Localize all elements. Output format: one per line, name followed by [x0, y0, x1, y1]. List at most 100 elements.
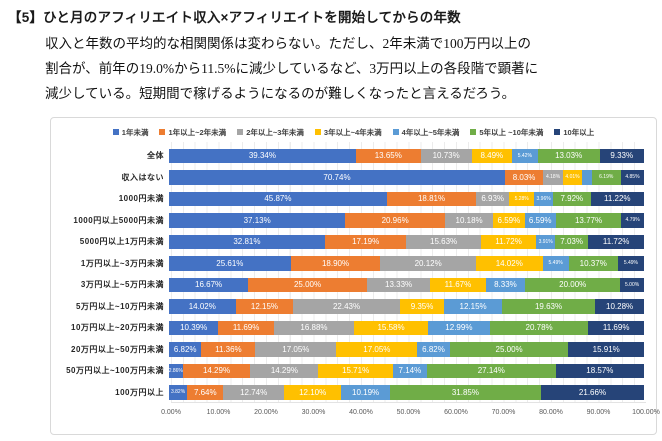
bar-segment: 11.69% [218, 320, 274, 335]
bar-segment: 4.18% [543, 170, 563, 185]
bar-track: 14.02% 12.15% 22.43% 9.35% 12.15% 19.63% 10.28… [169, 299, 644, 314]
segment-value-label: 12.74% [240, 387, 268, 397]
segment-value-label: 14.02% [495, 258, 523, 268]
bar-segment: 8.03% [505, 170, 544, 185]
bar-segment: 10.39% [169, 320, 219, 335]
segment-value-label: 10.73% [432, 151, 460, 161]
segment-value-label: 12.99% [445, 323, 473, 333]
bar-segment: 18.90% [290, 256, 381, 271]
body-paragraph: 収入と年数の平均的な相関関係は変わらない。ただし、2年未満で100万円以上の 割… [45, 31, 650, 106]
segment-value-label: 14.02% [188, 301, 216, 311]
segment-value-label: 10.19% [352, 387, 380, 397]
x-axis: 0.00% 10.00% 20.00% 30.00% 40.00% 50.00% 60.00… [161, 407, 660, 423]
bar-segment: 13.77% [555, 213, 622, 228]
x-axis-tick-label: 90.00% [586, 409, 611, 416]
bar-row: 50万円以上~100万円未満 2.86% 14.29% 14.29% 15.71% 7.1… [51, 360, 656, 382]
segment-value-label: 7.92% [560, 194, 584, 204]
bar-segment: 6.82% [169, 342, 202, 357]
legend-item: 4年以上~5年未満 [392, 127, 459, 138]
gridlines [171, 142, 646, 403]
bar-row: 10万円以上~20万円未満 10.39% 11.69% 16.88% 15.58% 12.… [51, 317, 656, 339]
bar-segment: 11.72% [480, 234, 537, 249]
bar-segment: 19.63% [501, 299, 596, 314]
category-label: 100万円以上 [115, 387, 164, 397]
segment-value-label: 11.36% [215, 344, 242, 354]
legend-label: 1年未満 [121, 127, 149, 137]
bar-segment: 6.82% [417, 342, 450, 357]
segment-value-label: 31.85% [451, 387, 479, 397]
segment-value-label: 8.49% [480, 151, 504, 161]
bar-row: 20万円以上~50万円未満 6.82% 11.36% 17.05% 17.05% 6.82… [51, 339, 656, 361]
legend-item: 1年以上~2年未満 [159, 127, 226, 138]
segment-value-label: 16.88% [300, 323, 328, 333]
segment-value-label: 13.77% [574, 215, 603, 225]
x-axis-tick-label: 0.00% [161, 409, 181, 416]
segment-value-label: 2.86% [169, 367, 183, 374]
segment-value-label: 5.00% [625, 281, 640, 288]
bar-segment: 13.03% [537, 148, 600, 163]
legend-label: 1年以上~2年未満 [168, 127, 227, 137]
bar-segment: 11.22% [590, 191, 644, 206]
bar-segment: 8.49% [471, 148, 512, 163]
bar-track: 6.82% 11.36% 17.05% 17.05% 6.82% 25.00% 15.91% [169, 342, 645, 357]
segment-value-label: 7.14% [398, 366, 422, 376]
segment-value-label: 13.65% [374, 151, 402, 161]
bar-segment: 8.33% [485, 277, 526, 292]
segment-value-label: 20.96% [381, 215, 409, 225]
bar-segment: 5.00% [620, 277, 644, 292]
bar-segment: 16.88% [273, 320, 355, 335]
segment-value-label: 20.78% [525, 323, 553, 333]
segment-value-label: 15.91% [592, 344, 620, 354]
segment-value-label: 25.00% [495, 344, 523, 354]
bar-row: 全体 39.34% 13.65% 10.73% 8.49% 5.42% 13.03% 9.33… [51, 145, 656, 167]
segment-value-label: 25.00% [293, 280, 322, 290]
segment-value-label: 10.39% [180, 323, 208, 333]
bar-track: 39.34% 13.65% 10.73% 8.49% 5.42% 13.03% 9.33% [169, 148, 644, 163]
x-axis-tick-label: 10.00% [206, 409, 231, 416]
bar-segment: 3.82% [169, 385, 188, 400]
legend-item: 2年以上~3年未満 [237, 127, 304, 138]
segment-value-label: 20.12% [414, 258, 442, 268]
paragraph-line-3: 減少している。短期間で稼げるようになるのが難しくなったと言えるだろう。 [45, 86, 516, 101]
bar-segment: 4.01% [562, 170, 583, 185]
segment-value-label: 70.74% [323, 172, 351, 182]
segment-value-label: 10.37% [579, 258, 607, 268]
chart-plot-area: 全体 39.34% 13.65% 10.73% 8.49% 5.42% 13.03% 9.33… [51, 142, 656, 403]
bar-track: 37.13% 20.96% 10.18% 6.59% 6.59% 13.77% 4.79% [169, 213, 644, 228]
bar-segment: 5.49% [542, 256, 569, 271]
stacked-bar-chart: 1年未満 1年以上~2年未満 2年以上~3年未満 3年以上~4年未満 4年以上~5年未満… [50, 117, 660, 435]
bar-segment: 15.71% [318, 363, 393, 378]
category-label: 1000円以上5000円未満 [73, 215, 164, 225]
segment-value-label: 18.90% [321, 258, 350, 268]
segment-value-label: 14.29% [202, 366, 231, 376]
bar-row: 1万円以上~3万円未満 25.61% 18.90% 20.12% 14.02% 5.49%… [51, 253, 656, 275]
bar-segment: 37.13% [169, 213, 346, 228]
segment-value-label: 8.03% [512, 172, 536, 182]
bar-segment: 10.37% [568, 256, 618, 271]
x-axis-tick-label: 50.00% [396, 409, 421, 416]
bar-segment: 12.15% [235, 299, 294, 314]
bar-segment: 5.42% [511, 148, 538, 163]
segment-value-label: 17.19% [352, 237, 380, 247]
bar-segment: 14.02% [169, 299, 236, 314]
bar-segment: 17.19% [324, 234, 407, 249]
bar-segment: 20.00% [525, 277, 621, 292]
segment-value-label: 12.15% [459, 301, 487, 311]
bar-segment: 12.99% [428, 320, 490, 335]
bar-segment: 7.14% [392, 363, 427, 378]
bar-segment: 7.64% [187, 385, 224, 400]
bar-segment: 17.05% [255, 342, 337, 357]
category-label: 収入はない [121, 172, 164, 182]
segment-value-label: 8.33% [494, 280, 517, 290]
bar-track: 10.39% 11.69% 16.88% 15.58% 12.99% 20.78% 11.6… [169, 320, 644, 335]
bar-segment: 31.85% [389, 385, 542, 400]
bar-segment: 12.10% [283, 385, 342, 400]
bar-segment: 20.96% [345, 213, 445, 228]
segment-value-label: 17.05% [282, 344, 310, 354]
segment-value-label: 10.18% [455, 215, 483, 225]
bar-segment: 6.59% [493, 213, 525, 228]
bar-segment: 17.05% [336, 342, 418, 357]
segment-value-label: 5.42% [517, 152, 532, 159]
segment-value-label: 7.03% [560, 237, 583, 247]
paragraph-line-2: 割合が、前年の19.0%から11.5%に減少しているなど、3万円以上の各段階で顕… [45, 61, 539, 76]
